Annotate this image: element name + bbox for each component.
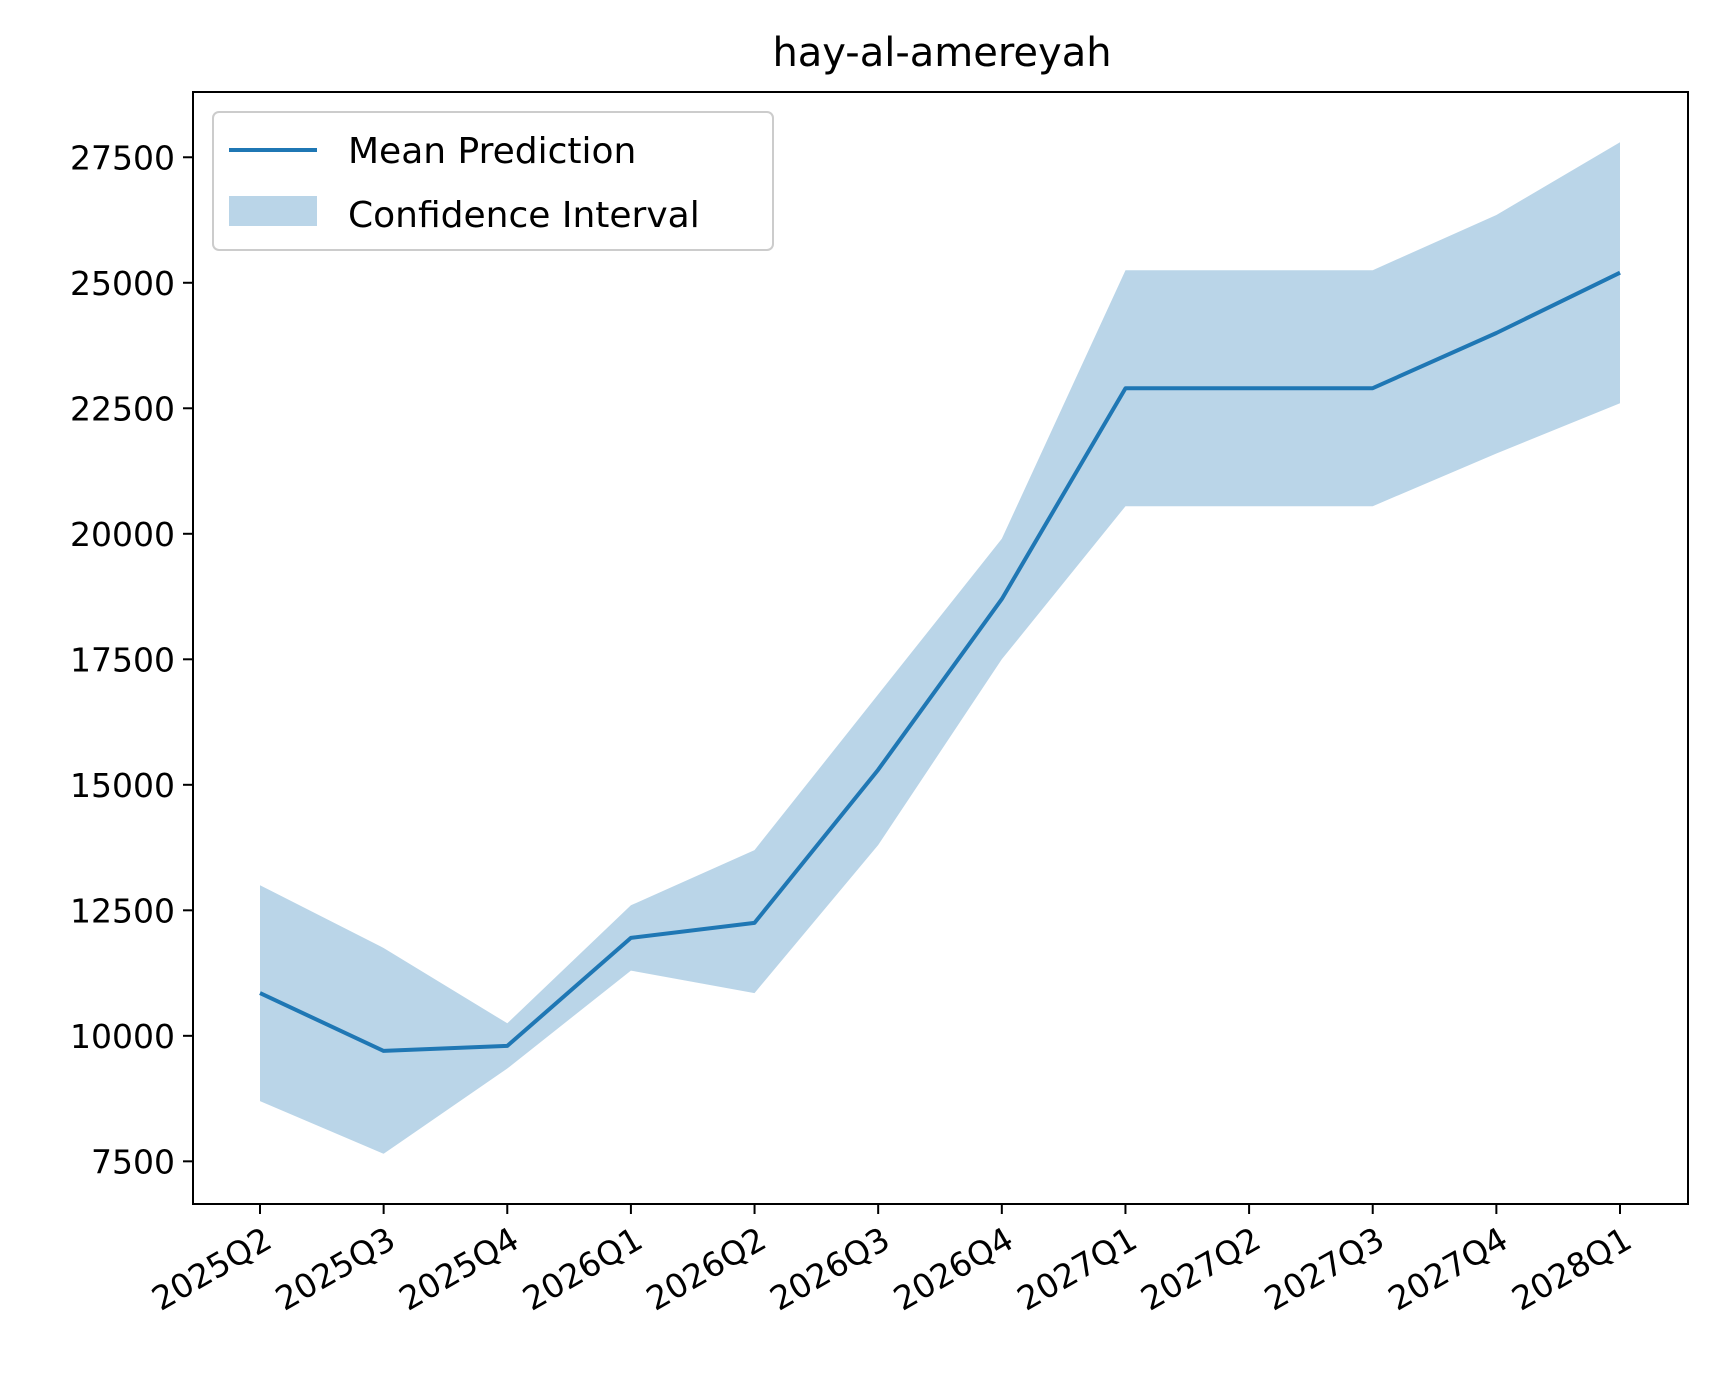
y-tick-label: 7500 [91, 1142, 175, 1181]
y-tick-label: 22500 [70, 389, 175, 428]
chart-title: hay-al-amereyah [772, 30, 1111, 76]
legend-swatch-confidence-interval [229, 196, 317, 226]
mean-prediction-line [259, 270, 1621, 1053]
y-tick-label: 20000 [70, 515, 175, 554]
y-tick-label: 27500 [70, 138, 175, 177]
y-tick-label: 12500 [70, 891, 175, 930]
plot-frame [192, 91, 1689, 1205]
y-tick-label: 10000 [70, 1017, 175, 1056]
plot-area [259, 142, 1621, 1154]
y-tick-label: 17500 [70, 640, 175, 679]
confidence-interval-band [260, 142, 1620, 1154]
legend: Mean Prediction Confidence Interval [212, 111, 774, 251]
y-tick-label: 15000 [70, 766, 175, 805]
y-axis: 7500 10000 12500 15000 17500 20000 22500 25000 2… [70, 138, 193, 1181]
legend-frame [212, 111, 774, 251]
y-tick-label: 25000 [70, 264, 175, 303]
legend-label-confidence-interval: Confidence Interval [348, 195, 700, 236]
legend-label-mean-prediction: Mean Prediction [348, 131, 636, 172]
